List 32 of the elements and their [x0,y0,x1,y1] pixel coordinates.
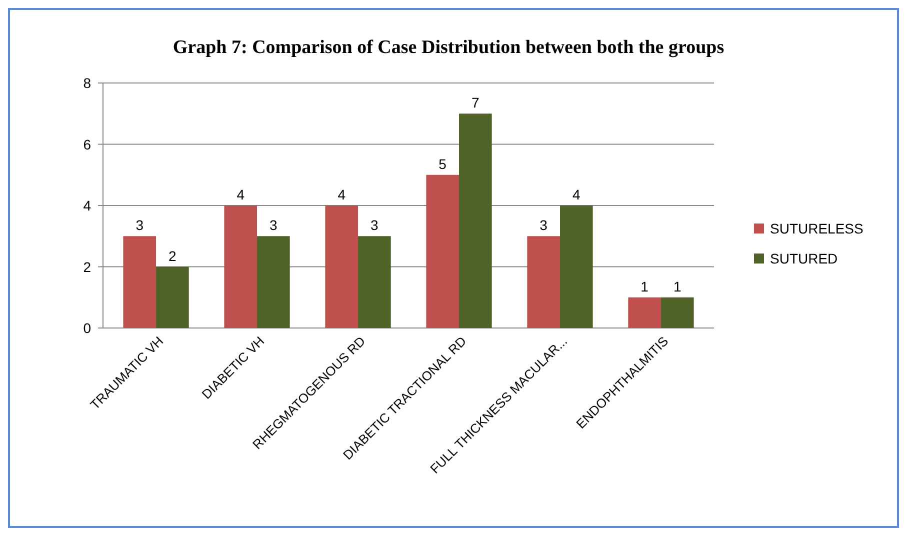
bar [123,236,156,328]
data-label: 4 [572,186,580,202]
y-tick-label: 8 [83,75,92,91]
bar [156,266,189,328]
data-label: 4 [236,186,245,202]
bar [358,236,391,328]
bar [426,174,459,328]
data-label: 3 [270,217,278,234]
data-label: 7 [472,94,480,111]
bar [527,236,560,328]
data-label: 3 [540,217,548,234]
data-label: 3 [370,217,379,234]
bar [224,206,258,328]
bar [325,206,358,328]
bar [660,297,694,328]
y-tick-label: 2 [83,258,92,275]
chart-title: Graph 7: Comparison of Case Distribution between both the groups [172,37,724,58]
data-label: 1 [673,278,682,294]
data-label: 3 [136,217,144,234]
y-tick-label: 6 [83,136,92,152]
y-tick-label: 0 [83,320,92,336]
bar [257,236,290,328]
data-label: 1 [640,278,649,294]
legend-label: SUTURED [770,250,838,266]
bar [628,297,661,328]
bar [458,114,492,328]
legend-label: SUTURELESS [770,220,864,236]
data-label: 4 [338,186,346,202]
data-label: 2 [168,248,177,264]
data-label: 5 [438,156,447,172]
y-tick-label: 4 [83,198,92,214]
bar [560,206,593,328]
